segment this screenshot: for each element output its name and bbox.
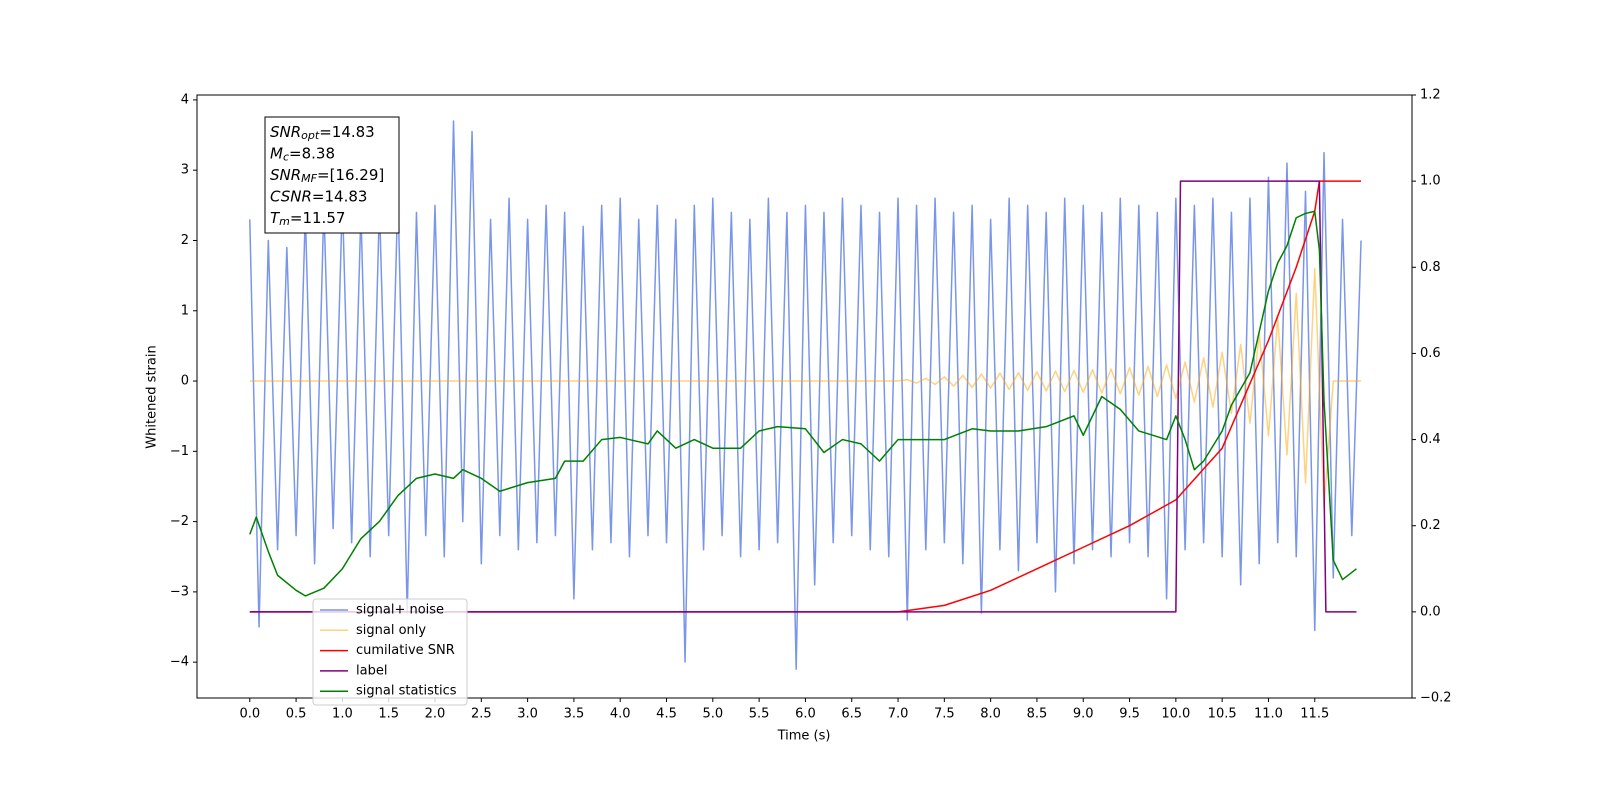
legend-label: label bbox=[356, 663, 387, 678]
x-tick-label: 6.5 bbox=[841, 707, 862, 722]
legend-label: signal statistics bbox=[356, 684, 457, 699]
y2-tick-label: 0.2 bbox=[1420, 518, 1441, 533]
x-tick-label: 2.0 bbox=[425, 707, 446, 722]
annotation-subscript: MF bbox=[301, 172, 317, 185]
annotation-value: =8.38 bbox=[289, 144, 335, 162]
y2-tick-label: 0.4 bbox=[1420, 432, 1441, 447]
y-tick-label: −2 bbox=[170, 514, 189, 529]
y2-tick-label: 0.6 bbox=[1420, 346, 1441, 361]
x-tick-label: 10.5 bbox=[1208, 707, 1237, 722]
y-tick-label: −4 bbox=[170, 655, 189, 670]
y2-tick-label: 0.0 bbox=[1420, 604, 1441, 619]
annotation-value: =14.83 bbox=[319, 123, 375, 141]
x-tick-label: 8.5 bbox=[1027, 707, 1048, 722]
x-tick-label: 4.5 bbox=[656, 707, 677, 722]
x-tick-label: 5.5 bbox=[749, 707, 770, 722]
axes-frame bbox=[196, 94, 1413, 699]
annotation-line: Tm=11.57 bbox=[270, 209, 345, 229]
x-tick-label: 7.0 bbox=[888, 707, 909, 722]
x-tick-label: 0.5 bbox=[286, 707, 307, 722]
x-tick-label: 9.0 bbox=[1073, 707, 1094, 722]
annotation-subscript: m bbox=[279, 215, 290, 228]
x-tick-label: 1.0 bbox=[332, 707, 353, 722]
annotation-symbol: CSNR bbox=[270, 187, 312, 205]
series-line bbox=[249, 120, 1362, 670]
y-tick-label: 0 bbox=[181, 374, 189, 389]
y-tick-label: −3 bbox=[170, 584, 189, 599]
annotation-subscript: c bbox=[283, 151, 289, 164]
x-tick-label: 5.0 bbox=[702, 707, 723, 722]
x-tick-label: 7.5 bbox=[934, 707, 955, 722]
y2-tick-label: 0.8 bbox=[1420, 260, 1441, 275]
annotation-value: =11.57 bbox=[290, 209, 346, 227]
annotation-symbol: T bbox=[270, 209, 281, 227]
annotation-value: =[16.29] bbox=[317, 166, 384, 184]
annotation-line: SNRMF=[16.29] bbox=[270, 166, 384, 186]
annotation-symbol: SNR bbox=[270, 123, 301, 141]
x-tick-label: 3.0 bbox=[517, 707, 538, 722]
y-tick-label: 2 bbox=[181, 233, 189, 248]
series-line bbox=[249, 267, 1362, 509]
annotation-symbol: M bbox=[270, 144, 283, 162]
x-tick-label: 10.0 bbox=[1161, 707, 1190, 722]
legend: signal+ noise signal only cumilative SNR la… bbox=[312, 598, 468, 706]
x-tick-label: 0.0 bbox=[239, 707, 260, 722]
y2-tick-label: 1.2 bbox=[1420, 88, 1441, 103]
y2-tick-label: 1.0 bbox=[1420, 174, 1441, 189]
annotation-line: CSNR=14.83 bbox=[270, 187, 367, 205]
annotation-value: =14.83 bbox=[312, 187, 368, 205]
y-tick-label: −1 bbox=[170, 444, 189, 459]
series-line bbox=[249, 180, 1362, 613]
legend-label: cumilative SNR bbox=[356, 643, 455, 658]
x-tick-label: 2.5 bbox=[471, 707, 492, 722]
x-tick-label: 4.0 bbox=[610, 707, 631, 722]
annotation-line: Mc=8.38 bbox=[270, 144, 335, 164]
annotation-symbol: SNR bbox=[270, 166, 301, 184]
x-tick-label: 11.5 bbox=[1300, 707, 1329, 722]
legend-label: signal only bbox=[356, 623, 426, 638]
x-tick-label: 9.5 bbox=[1119, 707, 1140, 722]
x-axis-label: Time (s) bbox=[777, 729, 831, 744]
x-tick-label: 8.0 bbox=[980, 707, 1001, 722]
legend-box bbox=[312, 598, 468, 706]
x-tick-label: 1.5 bbox=[378, 707, 399, 722]
y-tick-label: 3 bbox=[181, 163, 189, 178]
y2-tick-label: −0.2 bbox=[1420, 691, 1452, 706]
annotation-box bbox=[264, 116, 400, 234]
annotation-subscript: opt bbox=[301, 129, 320, 142]
x-tick-label: 3.5 bbox=[564, 707, 585, 722]
series-line bbox=[249, 210, 1357, 597]
x-tick-label: 6.0 bbox=[795, 707, 816, 722]
series-line bbox=[249, 180, 1357, 613]
y-tick-label: 4 bbox=[181, 92, 189, 107]
legend-label: signal+ noise bbox=[356, 603, 444, 618]
annotation-line: SNRopt=14.83 bbox=[270, 123, 375, 143]
y-axis-label: Whitened strain bbox=[145, 345, 160, 448]
x-tick-label: 11.0 bbox=[1254, 707, 1283, 722]
y-tick-label: 1 bbox=[181, 303, 189, 318]
